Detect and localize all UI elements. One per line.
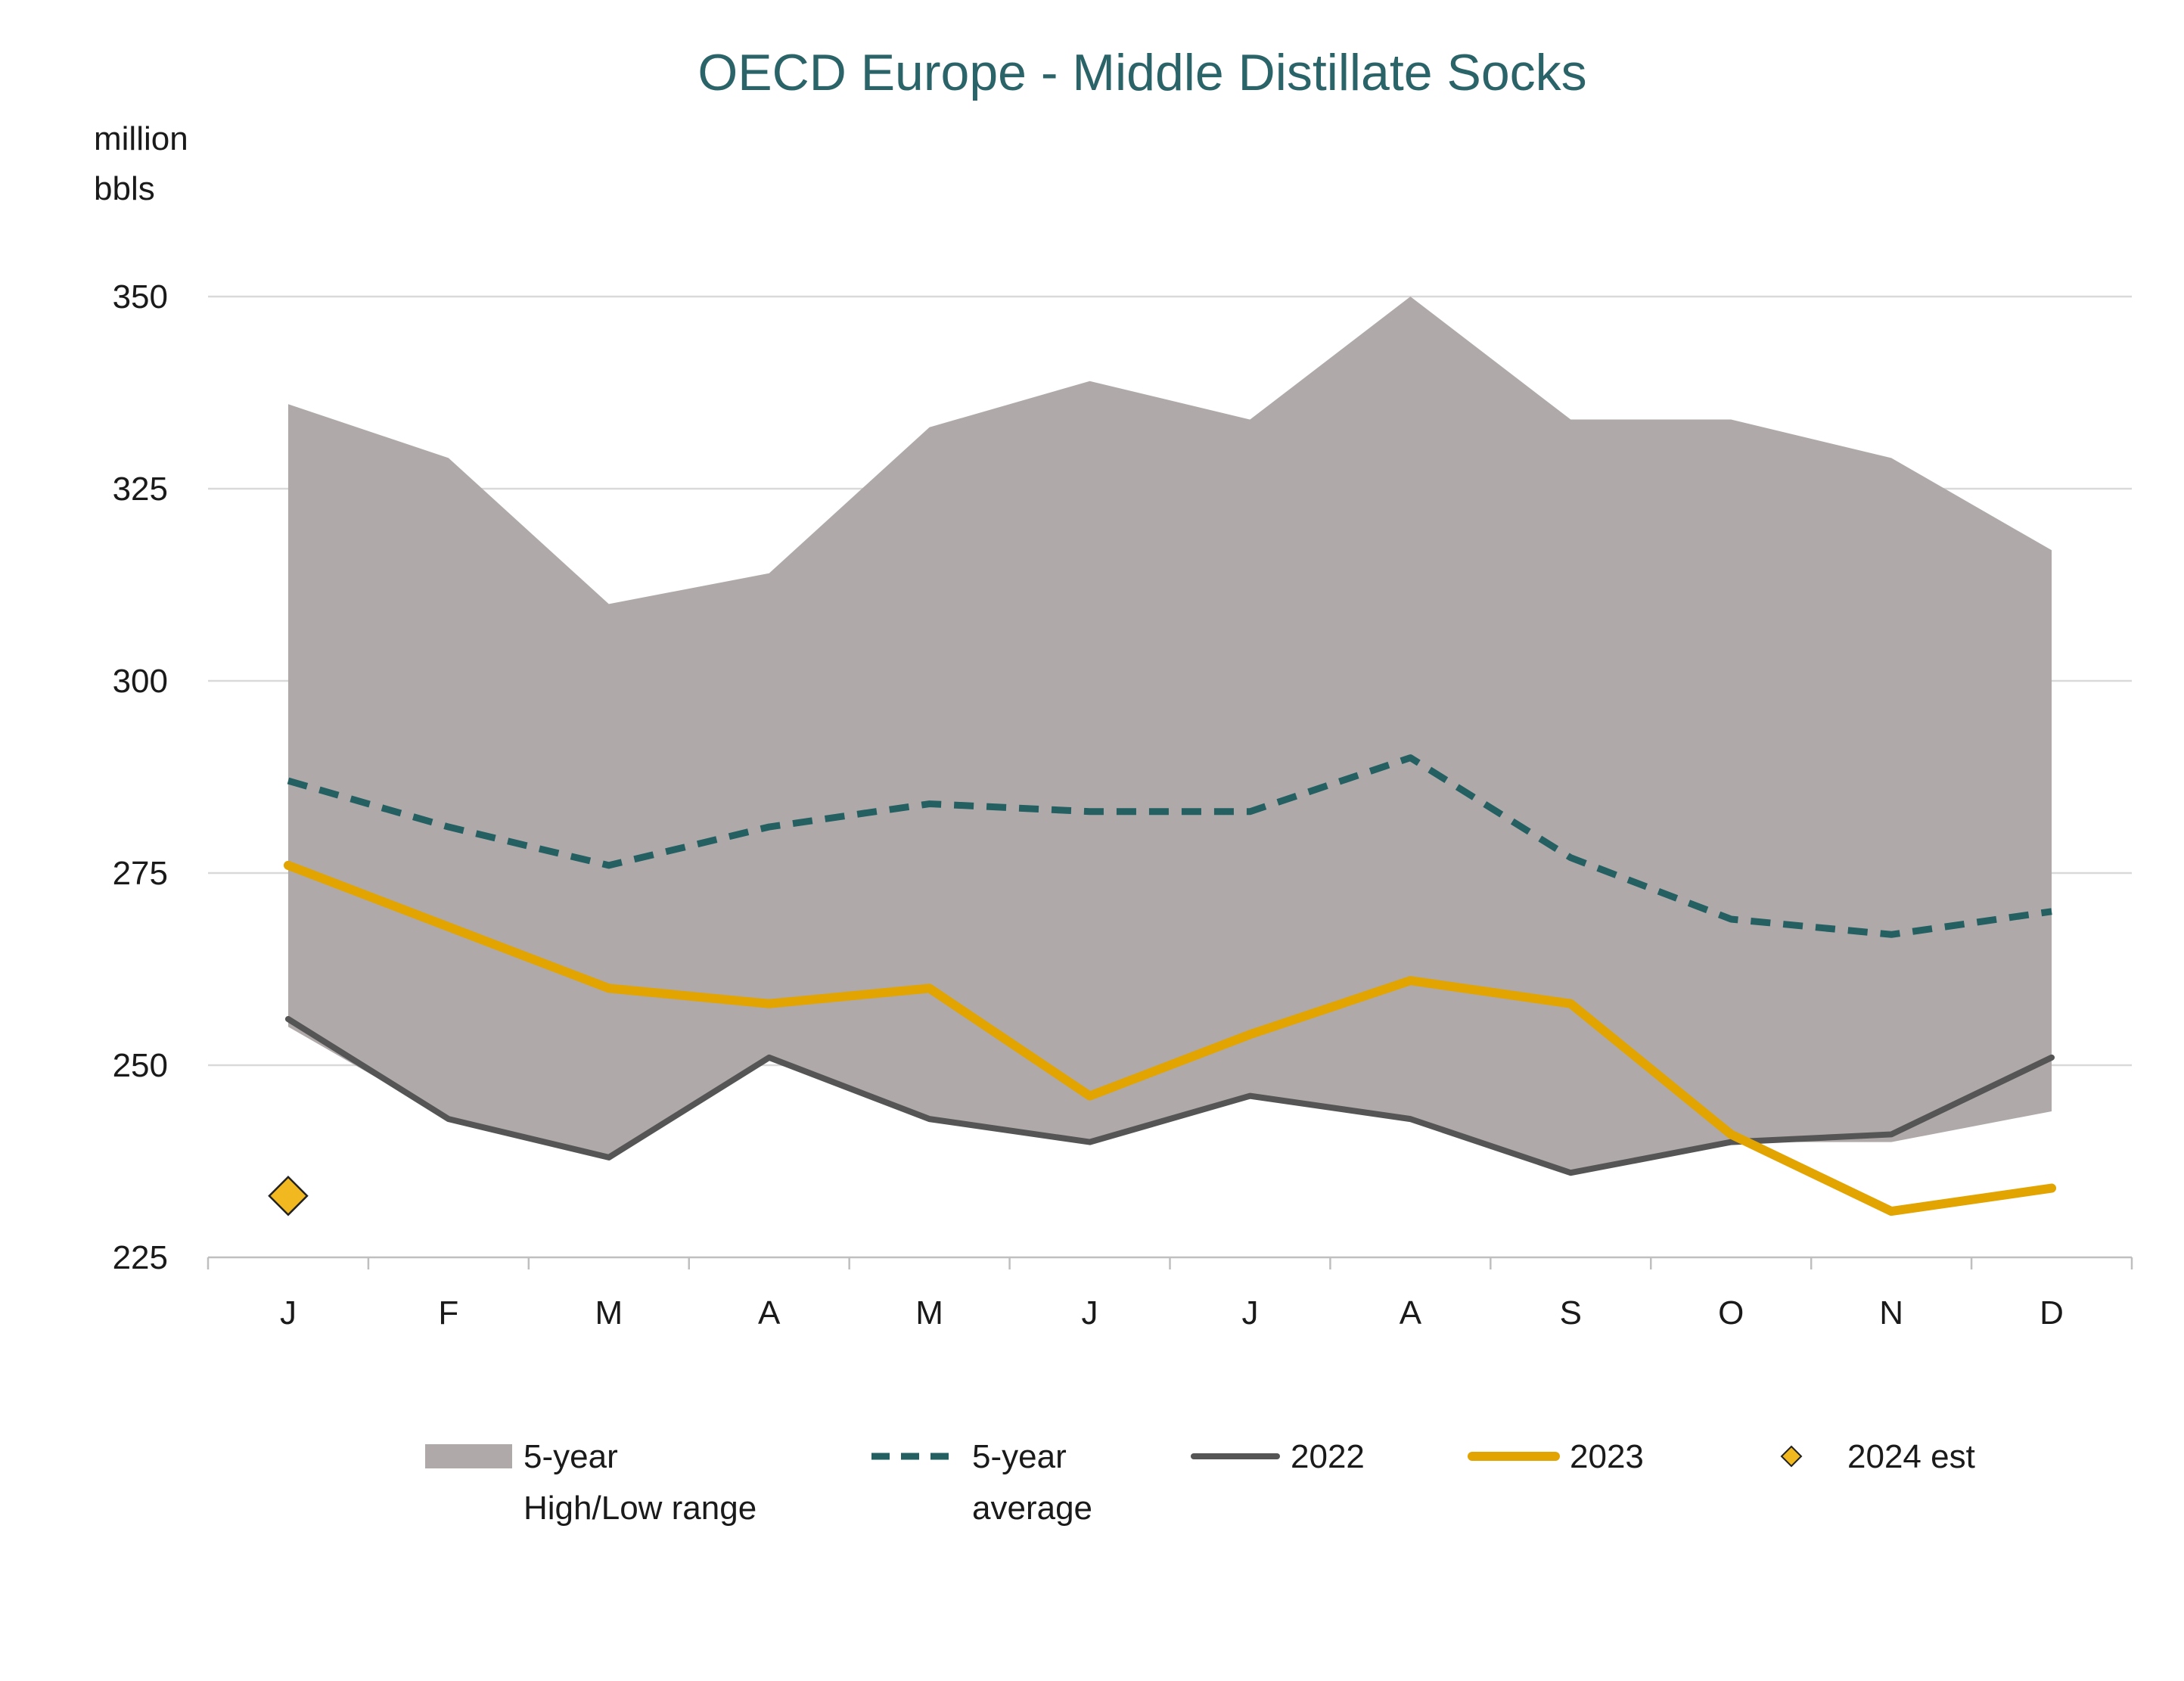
marker-layer: [268, 1175, 309, 1216]
y-axis: 225 250 275 300 325 350: [113, 278, 168, 1276]
series-line-5-year-average: [287, 754, 2052, 938]
x-tick-label-0: J: [280, 1294, 297, 1331]
marker-2024-est-0: [268, 1175, 309, 1216]
legend-label-marker-0-line-1: 2024 est: [1847, 1438, 1975, 1475]
y-tick-label-275: 275: [113, 855, 168, 892]
x-tick-label-5: J: [1082, 1294, 1098, 1331]
y-tick-label-225: 225: [113, 1239, 168, 1276]
x-axis: [207, 1256, 2133, 1269]
series-line-2022: [284, 1016, 2055, 1176]
x-tick-label-7: A: [1400, 1294, 1422, 1331]
legend: 5-year High/Low range 5-year average 2022 202…: [425, 1438, 1975, 1527]
legend-swatch-range: [425, 1444, 512, 1468]
x-tick-label-6: J: [1241, 1294, 1258, 1331]
x-tick-label-3: A: [758, 1294, 781, 1331]
y-axis-unit-line-1: million: [94, 120, 188, 157]
x-tick-label-10: N: [1879, 1294, 1903, 1331]
y-axis-unit-line-2: bbls: [94, 170, 155, 207]
legend-label-range-line-2: High/Low range: [523, 1490, 756, 1527]
y-tick-label-325: 325: [113, 471, 168, 508]
y-tick-label-350: 350: [113, 278, 168, 315]
x-tick-label-4: M: [915, 1294, 943, 1331]
x-tick-label-9: O: [1718, 1294, 1744, 1331]
legend-label-series-2-line-1: 2023: [1570, 1438, 1644, 1475]
y-tick-label-250: 250: [113, 1047, 168, 1084]
x-tick-label-8: S: [1560, 1294, 1582, 1331]
range-band: [287, 297, 2052, 1173]
y-tick-label-300: 300: [113, 663, 168, 700]
range-band-layer: [287, 297, 2052, 1173]
legend-swatch-marker-0: [1780, 1445, 1803, 1468]
legend-label-series-1-line-1: 2022: [1291, 1438, 1365, 1475]
x-tick-label-11: D: [2040, 1294, 2064, 1331]
x-tick-label-2: M: [595, 1294, 623, 1331]
series-layer: [283, 754, 2057, 1216]
legend-label-series-0-line-2: average: [972, 1490, 1092, 1527]
legend-label-series-0-line-1: 5-year: [972, 1438, 1067, 1475]
x-tick-label-1: F: [438, 1294, 458, 1331]
series-line-2023: [283, 860, 2057, 1216]
chart-title: OECD Europe - Middle Distillate Socks: [697, 44, 1586, 101]
legend-label-range-line-1: 5-year: [523, 1438, 618, 1475]
